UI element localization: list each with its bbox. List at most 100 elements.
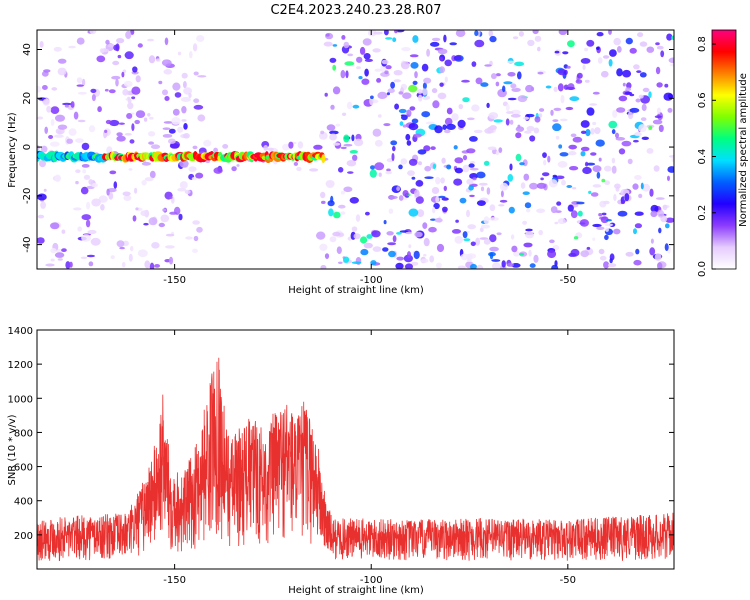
heatmap-point <box>638 94 644 99</box>
heatmap-point <box>105 119 112 125</box>
heatmap-y-ticks: -40 -20 0 20 40 <box>22 43 674 253</box>
heatmap-point <box>99 48 105 54</box>
heatmap-point <box>469 194 475 198</box>
heatmap-point <box>634 223 643 229</box>
heatmap-point <box>374 139 383 147</box>
heatmap-point <box>656 107 661 115</box>
heatmap-point <box>91 198 101 207</box>
heatmap-x-ticks: -150 -100 -50 <box>163 30 576 286</box>
heatmap-point <box>392 235 397 243</box>
heatmap-point <box>454 167 463 174</box>
heatmap-point <box>150 144 161 149</box>
heatmap-point <box>534 35 542 42</box>
heatmap-point <box>193 98 200 103</box>
heatmap-point <box>571 187 577 190</box>
heatmap-point <box>510 234 515 240</box>
heatmap-point <box>332 44 338 47</box>
heatmap-point <box>132 66 138 73</box>
heatmap-point <box>670 35 674 41</box>
heatmap-point <box>76 37 85 45</box>
heatmap-point <box>526 125 535 132</box>
heatmap-point <box>518 31 525 37</box>
heatmap-point <box>554 50 560 54</box>
heatmap-point <box>503 81 513 85</box>
heatmap-point <box>616 46 622 53</box>
heatmap-point <box>627 111 634 120</box>
heatmap-point <box>509 119 514 125</box>
heatmap-point <box>567 40 575 48</box>
heatmap-point <box>106 188 110 196</box>
heatmap-point <box>434 217 443 223</box>
heatmap-point <box>370 260 377 266</box>
snr-y-axis-label: SNR (10 * v/v) <box>7 414 18 485</box>
heatmap-point <box>323 41 333 47</box>
heatmap-point <box>600 216 609 224</box>
heatmap-point <box>68 128 77 136</box>
heatmap-point <box>474 39 485 48</box>
heatmap-point <box>609 253 615 261</box>
heatmap-point <box>507 97 517 101</box>
heatmap-point <box>638 124 647 133</box>
heatmap-point <box>547 155 551 163</box>
heatmap-point <box>183 123 188 130</box>
heatmap-point <box>444 76 448 83</box>
heatmap-point <box>189 51 193 59</box>
heatmap-point <box>116 240 125 248</box>
heatmap-point <box>43 188 47 192</box>
heatmap-point <box>394 103 399 110</box>
heatmap-point <box>423 77 432 84</box>
heatmap-point <box>633 228 637 235</box>
heatmap-point <box>385 37 393 40</box>
heatmap-point <box>425 121 435 125</box>
heatmap-point <box>329 130 339 135</box>
heatmap-point <box>371 230 381 238</box>
heatmap-point <box>80 186 89 195</box>
heatmap-point <box>668 155 674 158</box>
heatmap-point <box>469 167 479 171</box>
heatmap-point <box>192 220 200 225</box>
heatmap-point <box>439 82 444 87</box>
heatmap-point <box>148 217 158 226</box>
heatmap-point <box>172 108 180 116</box>
heatmap-point <box>467 258 472 262</box>
heatmap-point <box>506 111 514 114</box>
heatmap-point <box>147 113 151 117</box>
heatmap-point <box>151 242 160 249</box>
heatmap-point <box>55 114 65 122</box>
heatmap-point <box>183 81 187 89</box>
heatmap-point <box>513 250 520 257</box>
heatmap-point <box>488 30 494 37</box>
heatmap-point <box>409 106 416 111</box>
heatmap-point <box>356 56 363 63</box>
heatmap-point <box>633 139 639 143</box>
heatmap-point <box>343 143 353 147</box>
heatmap-point <box>514 61 525 67</box>
heatmap-point <box>622 82 626 87</box>
heatmap-point <box>392 37 397 42</box>
heatmap-point <box>148 55 156 64</box>
heatmap-point <box>580 250 589 258</box>
heatmap-point <box>639 72 647 78</box>
heatmap-point <box>565 106 574 111</box>
heatmap-point <box>493 119 503 123</box>
heatmap-point <box>50 247 57 254</box>
heatmap-point <box>555 175 565 180</box>
heatmap-point <box>455 30 466 37</box>
heatmap-point <box>81 164 90 168</box>
heatmap-point <box>121 71 125 78</box>
heatmap-point <box>180 97 191 102</box>
heatmap-point <box>461 79 470 83</box>
heatmap-point <box>611 165 617 174</box>
heatmap-point <box>197 114 206 122</box>
figure-title: C2E4.2023.240.23.28.R07 <box>270 3 441 18</box>
heatmap-point <box>48 135 54 139</box>
heatmap-point <box>491 73 497 80</box>
heatmap-point <box>570 210 578 219</box>
heatmap-point <box>480 186 485 192</box>
heatmap-point <box>86 201 91 210</box>
heatmap-point <box>86 254 95 258</box>
heatmap-point <box>327 200 335 207</box>
heatmap-point <box>557 83 564 92</box>
heatmap-point <box>483 238 491 245</box>
heatmap-point <box>671 157 674 163</box>
